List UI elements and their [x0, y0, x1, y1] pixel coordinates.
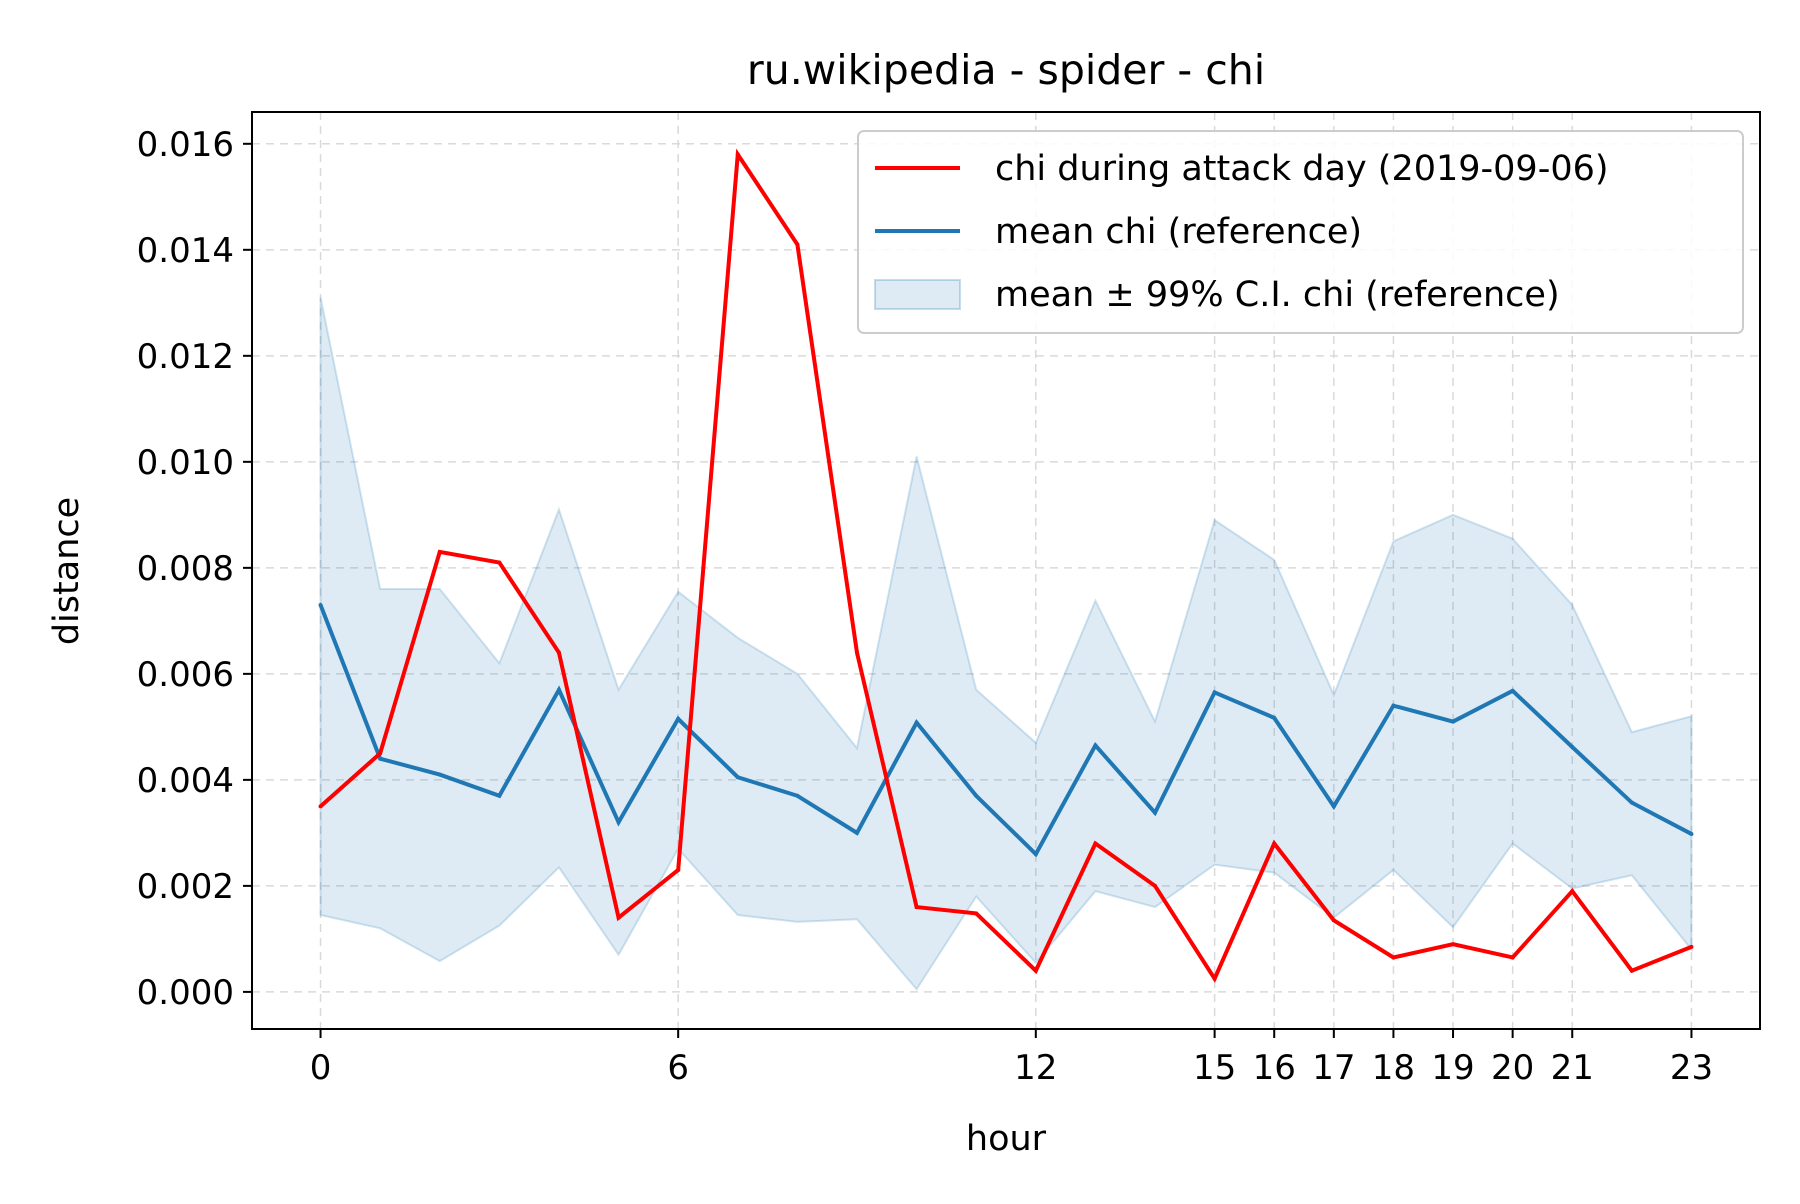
mean-chi-point [616, 820, 621, 825]
mean-chi-point [556, 687, 561, 692]
mean-chi-point [1153, 810, 1158, 815]
chart-title: ru.wikipedia - spider - chi [747, 46, 1265, 94]
legend-label-mean: mean chi (reference) [995, 212, 1362, 252]
attack-day-point [1093, 841, 1098, 846]
mean-chi-line [318, 604, 1693, 858]
mean-chi-point [1451, 719, 1456, 724]
mean-chi-point [676, 716, 681, 721]
attack-day-point [1629, 968, 1634, 973]
x-axis-ticks: 0 6 12 15 16 17 18 19 20 21 23 [310, 1029, 1713, 1088]
mean-chi-point [1093, 743, 1098, 748]
attack-day-point [854, 650, 859, 655]
attack-day-point [378, 751, 383, 756]
attack-day-point [497, 560, 502, 565]
confidence-band-layer [319, 297, 1693, 991]
attack-day-point [1153, 883, 1158, 888]
mean-chi-point [914, 720, 919, 725]
attack-day-line [319, 148, 1693, 983]
attack-day-point [1212, 976, 1217, 981]
y-tick-label: 0.006 [137, 655, 234, 695]
attack-day-point [795, 242, 800, 247]
x-tick-label: 15 [1193, 1048, 1236, 1088]
attack-day-point [1331, 918, 1336, 923]
attack-day-point [676, 867, 681, 872]
y-tick-label: 0.012 [137, 337, 234, 377]
x-tick-label: 18 [1372, 1048, 1415, 1088]
attack-day-point [1510, 955, 1515, 960]
y-tick-label: 0.010 [137, 443, 234, 483]
y-tick-label: 0.014 [137, 231, 234, 271]
attack-day-point [318, 804, 323, 809]
attack-day-point [735, 152, 740, 157]
mean-chi-point [1331, 804, 1336, 809]
mean-chi-point [1629, 800, 1634, 805]
mean-chi-point [378, 756, 383, 761]
mean-chi-point [1391, 703, 1396, 708]
attack-day-point [974, 911, 979, 916]
mean-chi-point [735, 775, 740, 780]
mean-chi-point [795, 793, 800, 798]
mean-chi-point [854, 830, 859, 835]
mean-chi-point [318, 602, 323, 607]
legend-swatch-ci-band [874, 279, 961, 310]
y-axis-label: distance [47, 497, 87, 645]
x-tick-label: 16 [1253, 1048, 1296, 1088]
legend-label-attack-day: chi during attack day (2019-09-06) [995, 149, 1609, 189]
y-tick-label: 0.008 [137, 549, 234, 589]
mean-chi-point [1033, 852, 1038, 857]
mean-chi-point [974, 793, 979, 798]
x-tick-label: 20 [1491, 1048, 1534, 1088]
x-tick-label: 0 [310, 1048, 332, 1088]
x-tick-label: 12 [1014, 1048, 1057, 1088]
legend: chi during attack day (2019-09-06) mean … [857, 130, 1744, 334]
attack-day-point [1570, 889, 1575, 894]
legend-label-ci-band: mean ± 99% C.I. chi (reference) [995, 275, 1560, 315]
y-tick-label: 0.002 [137, 867, 234, 907]
y-tick-label: 0.000 [137, 973, 234, 1013]
plot-frame [251, 111, 1761, 1030]
series-lines-layer [318, 148, 1694, 983]
x-tick-label: 21 [1551, 1048, 1594, 1088]
mean-chi-point [1272, 715, 1277, 720]
mean-chi-point [1570, 745, 1575, 750]
attack-day-point [1451, 942, 1456, 947]
mean-chi-point [1212, 690, 1217, 695]
x-tick-label: 23 [1670, 1048, 1713, 1088]
attack-day-point [914, 905, 919, 910]
y-tick-label: 0.016 [137, 125, 234, 165]
x-tick-label: 17 [1312, 1048, 1355, 1088]
legend-box [857, 130, 1744, 334]
mean-chi-point [1510, 688, 1515, 693]
y-axis-ticks: 0.000 0.002 0.004 0.006 0.008 0.010 0.012 0.014… [137, 125, 252, 1013]
y-tick-label: 0.004 [137, 761, 234, 801]
attack-day-point [437, 549, 442, 554]
attack-day-point [616, 915, 621, 920]
x-tick-label: 19 [1431, 1048, 1474, 1088]
attack-day-point [1689, 944, 1694, 949]
mean-chi-point [1689, 831, 1694, 836]
attack-day-point [1033, 968, 1038, 973]
mean-chi-point [497, 793, 502, 798]
attack-day-point [1391, 955, 1396, 960]
mean-chi-point [437, 772, 442, 777]
x-axis-label: hour [966, 1119, 1047, 1159]
ci-band-area [319, 297, 1693, 991]
x-tick-label: 6 [667, 1048, 689, 1088]
attack-day-point [1272, 841, 1277, 846]
attack-day-point [556, 650, 561, 655]
